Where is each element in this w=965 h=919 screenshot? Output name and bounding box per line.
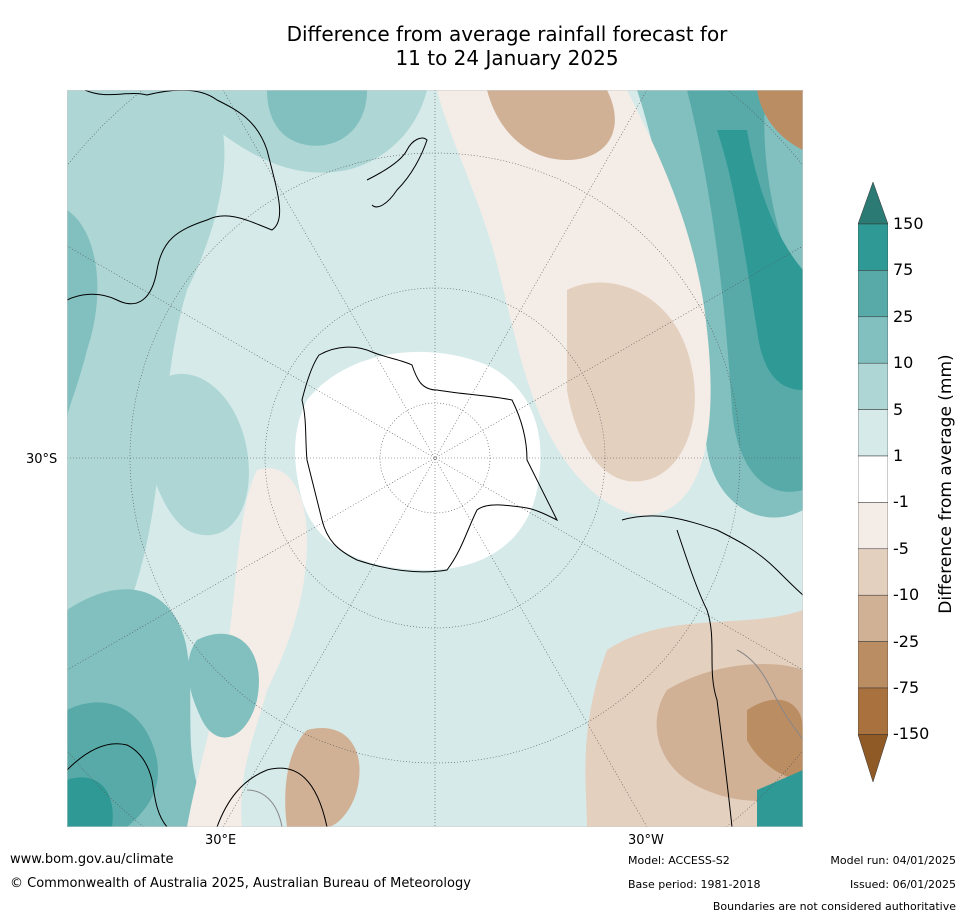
brown-region-pacific-south — [567, 282, 695, 482]
antarctica-coastline — [301, 346, 559, 573]
colorbar-tick-label: 10 — [893, 353, 914, 373]
coastlines — [67, 90, 803, 827]
lat-label-30s: 30°S — [26, 452, 58, 467]
footer-base-period: Base period: 1981-2018 — [628, 878, 761, 891]
lon-label-30e: 30°E — [205, 833, 237, 848]
new-zealand-coastline — [366, 137, 428, 208]
map-title-line2: 11 to 24 January 2025 — [395, 46, 619, 70]
teal-region-tasman-inner — [267, 90, 367, 146]
footer-copyright: © Commonwealth of Australia 2025, Austra… — [10, 876, 471, 891]
colorbar-tick-label: -1 — [893, 492, 909, 512]
colorbar-segment — [858, 316, 888, 364]
colorbar-tick-label: -5 — [893, 538, 909, 558]
teal-region-indian-south — [187, 633, 259, 738]
brown-region-south-africa — [285, 728, 360, 827]
teal-region-sw-core — [67, 777, 113, 827]
colorbar-tick-label: 1 — [893, 446, 904, 465]
teal-region-east-inner — [687, 90, 803, 492]
colorbar-segment — [858, 687, 888, 735]
colorbar-tick-label: 25 — [893, 306, 914, 326]
colorbar-segment — [858, 270, 888, 318]
lon-label-30w: 30°W — [628, 833, 664, 848]
map-title-line1: Difference from average rainfall forecas… — [286, 22, 728, 46]
africa-coastline-west — [67, 743, 168, 827]
colorbar-segment — [858, 223, 888, 271]
colorbar-title: Difference from average (mm) — [936, 354, 956, 614]
colorbar-segment — [858, 548, 888, 596]
footer-url[interactable]: www.bom.gov.au/climate — [10, 852, 174, 867]
south-america-west-coastline — [676, 529, 733, 827]
australia-coastline — [67, 90, 281, 305]
colorbar-tick-label: 150 — [893, 214, 924, 233]
teal-region-se-corner — [757, 770, 803, 827]
colorbar-tick-label: 5 — [893, 399, 904, 419]
footer-model: Model: ACCESS-S2 — [628, 854, 730, 867]
colorbar-segment — [858, 502, 888, 550]
rainfall-map — [67, 90, 803, 827]
teal-region-east-core — [717, 130, 803, 390]
colorbar-tick-label: 75 — [893, 260, 914, 280]
brown-region-ne-corner — [757, 90, 803, 150]
colorbar-segments — [858, 182, 888, 782]
colorbar-extend-top — [858, 182, 888, 225]
map-title: Difference from average rainfall forecas… — [67, 22, 947, 70]
colorbar-segment — [858, 362, 888, 410]
colorbar-tick-label: -150 — [893, 724, 930, 744]
national-boundaries — [246, 649, 803, 827]
footer-disclaimer: Boundaries are not considered authoritat… — [712, 900, 956, 913]
colorbar-tick-label: -75 — [893, 678, 920, 697]
colorbar-tick-label: -10 — [893, 585, 920, 605]
colorbar — [858, 182, 888, 782]
brown-region-south-america-inner — [656, 664, 803, 801]
colorbar-segment — [858, 641, 888, 689]
colorbar-extend-bottom — [858, 734, 888, 782]
colorbar-segment — [858, 455, 888, 503]
colorbar-tick-label: -25 — [893, 631, 920, 651]
antarctic-region — [295, 351, 541, 570]
africa-coastline-south — [216, 767, 328, 827]
footer-issued: Issued: 06/01/2025 — [849, 878, 956, 891]
footer-model-run: Model run: 04/01/2025 — [830, 854, 956, 867]
graticule — [67, 90, 803, 827]
teal-region-west-inner — [67, 210, 98, 420]
south-america-south-coastline — [621, 515, 803, 596]
brown-region-pacific-north — [487, 90, 615, 160]
colorbar-segment — [858, 409, 888, 457]
colorbar-segment — [858, 594, 888, 642]
teal-region-indian — [144, 373, 249, 536]
